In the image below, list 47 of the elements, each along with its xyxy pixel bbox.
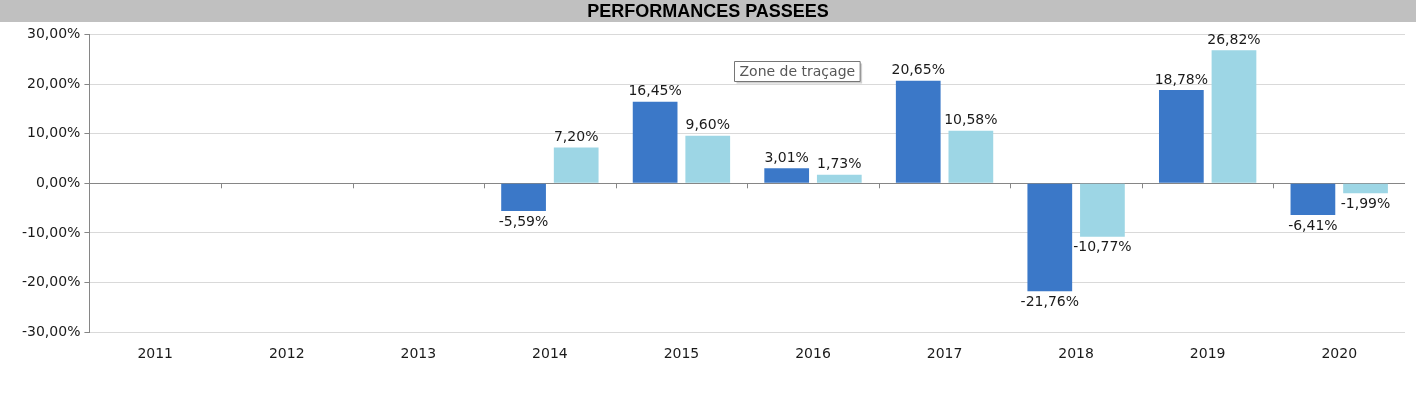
data-label: 3,01% xyxy=(764,149,809,165)
x-tick-label: 2017 xyxy=(926,345,963,362)
y-tick-label: -30,00% xyxy=(22,322,81,339)
bar xyxy=(1343,183,1388,194)
data-label: 18,78% xyxy=(1154,70,1209,87)
annotation: Zone de traçage xyxy=(739,63,856,80)
x-tick-label: 2020 xyxy=(1321,345,1358,362)
y-tick-label: 0,00% xyxy=(35,173,81,190)
y-tick-label: 30,00% xyxy=(27,25,81,42)
data-label: -5,59% xyxy=(498,212,549,229)
data-label: 16,45% xyxy=(628,82,682,99)
bar xyxy=(1027,183,1073,292)
bar xyxy=(501,183,546,212)
data-label: -6,41% xyxy=(1288,216,1338,233)
data-label: 20,65% xyxy=(891,61,945,78)
data-label: -10,77% xyxy=(1073,238,1132,255)
x-tick-label: 2016 xyxy=(795,345,831,362)
data-label: 9,60% xyxy=(685,116,730,133)
x-tick-label: 2013 xyxy=(400,345,437,362)
data-label: -21,76% xyxy=(1020,292,1080,309)
y-tick-label: -20,00% xyxy=(22,273,81,290)
y-tick-label: 10,00% xyxy=(27,124,81,141)
x-tick-label: 2019 xyxy=(1189,345,1226,362)
y-tick-label: -10,00% xyxy=(22,223,81,240)
x-tick-label: 2015 xyxy=(663,345,700,362)
y-tick-label: 20,00% xyxy=(27,74,81,91)
data-label: -1,99% xyxy=(1340,194,1391,211)
x-tick-label: 2018 xyxy=(1058,345,1094,362)
bar xyxy=(1080,183,1125,237)
bar xyxy=(1211,50,1257,183)
bar xyxy=(1290,183,1336,216)
x-tick-label: 2011 xyxy=(137,345,174,362)
bar xyxy=(1158,90,1204,183)
data-label: 10,58% xyxy=(944,111,998,128)
data-label: 1,73% xyxy=(817,155,862,172)
x-tick-label: 2012 xyxy=(268,345,305,362)
bar xyxy=(895,80,941,183)
bar xyxy=(685,135,731,183)
bar xyxy=(632,101,678,183)
x-tick-label: 2014 xyxy=(532,345,568,362)
data-label: 26,82% xyxy=(1207,30,1261,47)
bar xyxy=(764,168,810,183)
bar xyxy=(553,147,599,183)
data-label: 7,20% xyxy=(553,128,599,145)
bar xyxy=(948,130,994,183)
chart-title: PERFORMANCES PASSEES xyxy=(587,0,829,22)
bar xyxy=(816,174,862,183)
